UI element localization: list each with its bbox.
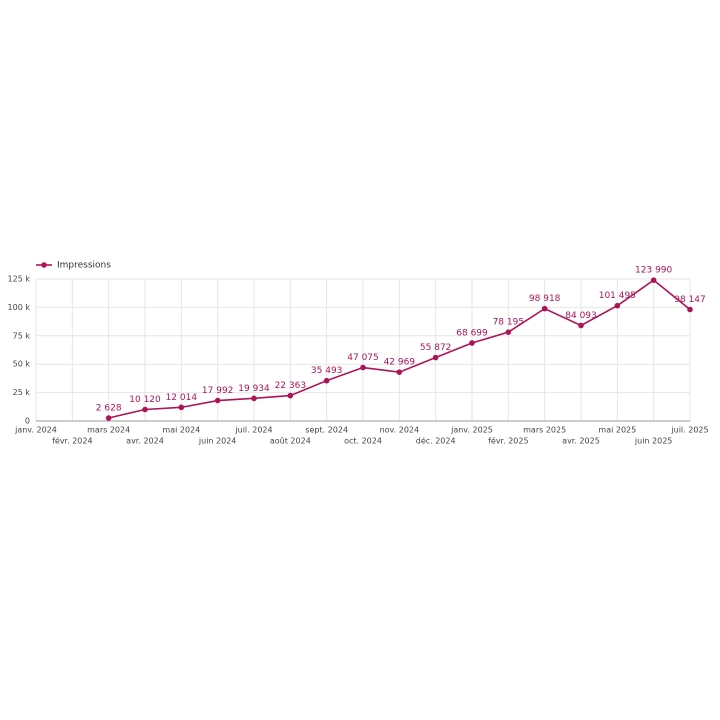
data-point [105,415,112,421]
data-label: 42 969 [384,358,416,368]
data-point [578,322,584,329]
data-label: 35 493 [311,366,343,376]
y-tick-label: 100 k [8,303,31,312]
x-tick-label: nov. 2024 [380,426,420,435]
data-point [178,404,185,411]
legend-label: Impressions [57,261,111,271]
x-tick-label: déc. 2024 [416,436,456,446]
data-label: 19 934 [238,384,270,394]
data-label: 123 990 [635,266,672,276]
data-label: 10 120 [129,395,161,405]
x-tick-label: févr. 2025 [488,436,528,446]
x-tick-label: févr. 2024 [52,436,92,446]
data-label: 17 992 [202,386,234,396]
data-label: 84 093 [565,311,597,321]
x-tick-label: janv. 2024 [14,426,57,435]
y-tick-label: 50 k [13,360,31,369]
data-point [396,369,403,375]
data-label: 101 495 [599,291,636,301]
data-label: 12 014 [166,393,198,403]
x-tick-label: oct. 2024 [344,437,382,446]
x-tick-label: avr. 2024 [126,437,164,446]
y-tick-label: 25 k [13,388,31,397]
data-point [323,377,330,384]
x-tick-label: juin 2024 [198,437,237,446]
data-point [142,406,148,413]
data-point [650,277,657,283]
data-label: 98 147 [674,295,706,305]
data-point [687,306,693,313]
x-tick-label: août 2024 [270,437,311,446]
data-label: 22 363 [275,381,307,391]
data-label: 2 628 [96,404,122,414]
x-tick-label: juil. 2025 [670,426,708,435]
data-point [541,305,548,312]
x-tick-label: mars 2025 [523,426,566,435]
x-tick-label: mars 2024 [87,426,130,435]
data-point [287,392,294,399]
data-label: 55 872 [420,343,452,353]
data-label: 78 195 [493,318,525,328]
data-point [214,397,221,404]
x-tick-label: mai 2025 [598,426,636,435]
x-tick-label: avr. 2025 [562,437,600,446]
data-point [469,340,475,346]
data-point [251,395,257,402]
data-point [432,354,439,361]
x-tick-label: juil. 2024 [234,426,272,435]
x-tick-label: mai 2024 [162,426,200,435]
x-tick-label: sept. 2024 [305,426,348,435]
data-label: 47 075 [347,353,379,363]
data-label: 98 918 [529,294,561,304]
data-point [614,302,621,309]
x-tick-label: juin 2025 [634,437,673,446]
legend-marker [41,262,47,268]
data-label: 68 699 [456,328,488,338]
y-tick-label: 0 [25,417,30,426]
data-point [505,329,512,335]
y-tick-label: 125 k [8,275,31,284]
x-tick-label: janv. 2025 [450,426,493,435]
y-tick-label: 75 k [13,331,31,340]
data-point [360,364,366,371]
